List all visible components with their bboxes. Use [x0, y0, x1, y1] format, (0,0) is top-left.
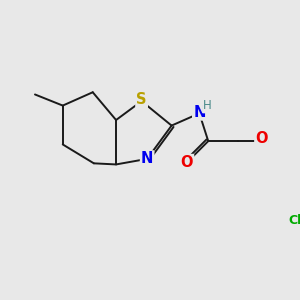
- Text: O: O: [181, 155, 193, 170]
- Text: S: S: [136, 92, 147, 107]
- Text: O: O: [255, 131, 268, 146]
- Text: H: H: [203, 99, 212, 112]
- Text: Cl: Cl: [288, 214, 300, 227]
- Text: N: N: [141, 152, 153, 166]
- Text: N: N: [193, 104, 206, 119]
